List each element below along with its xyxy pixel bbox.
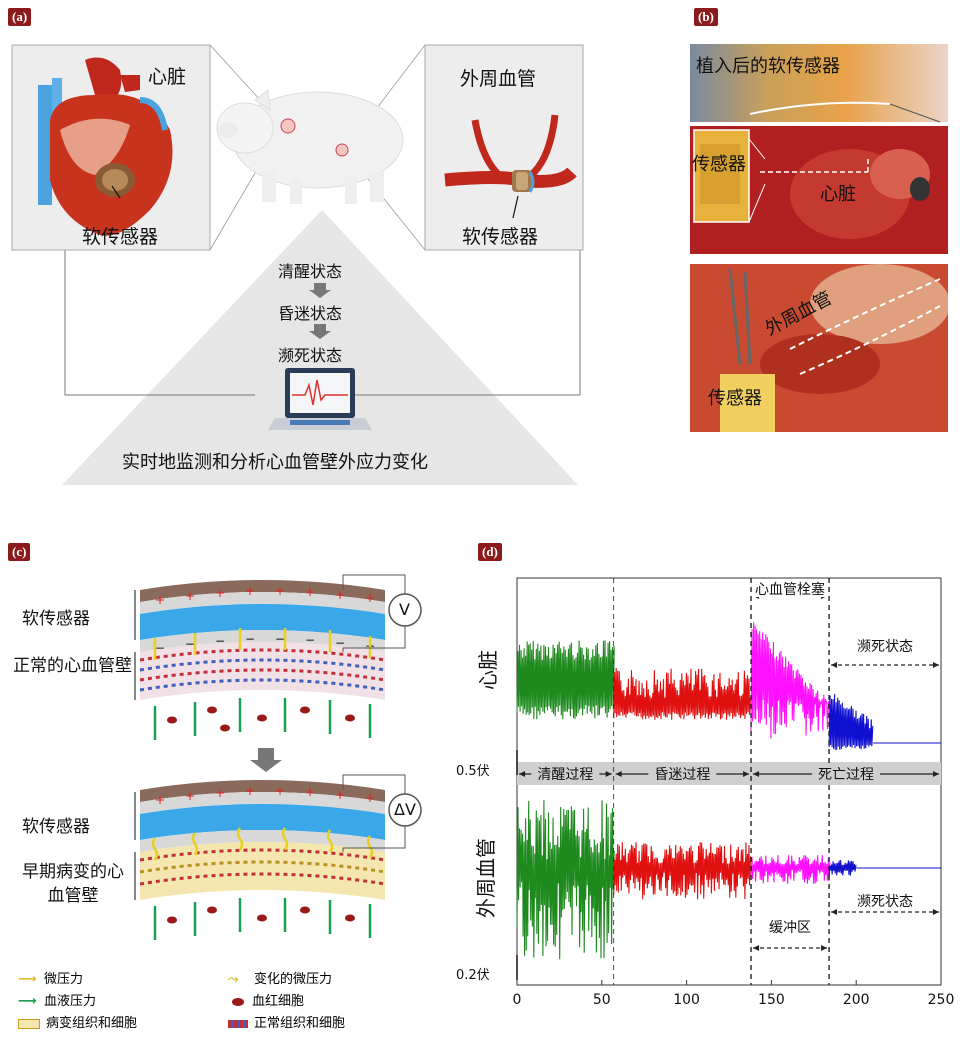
x-tick-label-4: 200 — [843, 992, 870, 1008]
x-tick-label-3: 150 — [758, 992, 785, 1008]
phase-label-1: 昏迷过程 — [654, 767, 710, 783]
heart-trace-coma — [614, 668, 751, 720]
heart-trace-embolism — [751, 622, 830, 738]
heart-trace-dying — [829, 694, 873, 750]
vessel-trace-embolism — [751, 855, 830, 884]
x-tick-label-2: 100 — [673, 992, 700, 1008]
vessel-trace-awake — [517, 800, 614, 959]
phase-label-0: 清醒过程 — [537, 767, 593, 783]
annotation-label-1: 濒死状态 — [857, 639, 913, 655]
phase-label-2: 死亡过程 — [818, 767, 874, 783]
vessel-trace-coma — [614, 842, 751, 899]
x-tick-label-5: 250 — [928, 992, 955, 1008]
x-tick-label-0: 0 — [513, 992, 522, 1008]
annotation-label-0: 心血管栓塞 — [755, 581, 825, 598]
heart-trace-awake — [517, 640, 614, 719]
annotation-label-3: 濒死状态 — [857, 894, 913, 910]
vessel-trace-dying — [829, 860, 856, 876]
annotation-label-2: 缓冲区 — [769, 920, 811, 936]
x-tick-label-1: 50 — [593, 992, 611, 1008]
